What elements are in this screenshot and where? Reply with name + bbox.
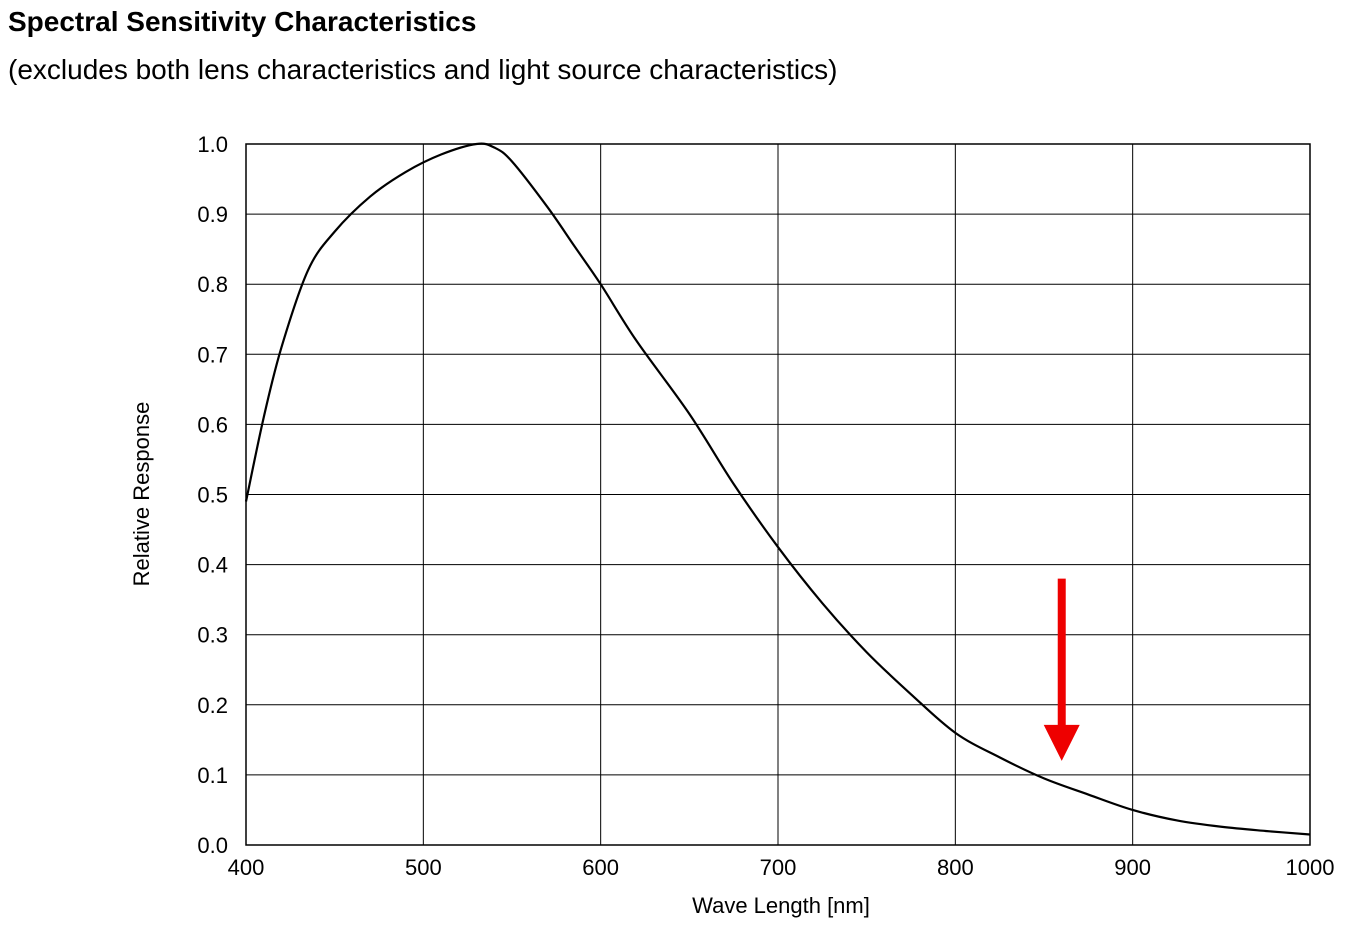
y-axis-label: Relative Response	[129, 402, 154, 587]
y-tick-label: 0.3	[197, 623, 228, 648]
response-curve	[244, 142, 1311, 836]
x-tick-label: 700	[760, 855, 797, 880]
arrow-head	[1043, 724, 1080, 761]
x-tick-label: 900	[1114, 855, 1151, 880]
x-tick-label: 400	[228, 855, 265, 880]
x-tick-label: 1000	[1286, 855, 1335, 880]
y-tick-label: 0.2	[197, 693, 228, 718]
red-arrow-annotation	[1043, 578, 1080, 761]
y-tick-label: 0.1	[197, 763, 228, 788]
x-tick-label: 800	[937, 855, 974, 880]
y-tick-label: 0.6	[197, 412, 228, 437]
y-axis-ticks: 0.0 0.1 0.2 0.3 0.4 0.5 0.6 0.7 0.8 0.9 1.0	[197, 132, 228, 858]
y-tick-label: 0.5	[197, 483, 228, 508]
page-subtitle: (excludes both lens characteristics and …	[8, 54, 838, 85]
x-tick-label: 500	[405, 855, 442, 880]
y-tick-label: 0.9	[197, 202, 228, 227]
plot-frame	[245, 143, 1311, 846]
grid-lines	[246, 144, 1310, 845]
y-tick-label: 0.4	[197, 553, 228, 578]
y-tick-label: 0.7	[197, 342, 228, 367]
x-axis-ticks: 400 500 600 700 800 900 1000	[228, 855, 1335, 880]
y-tick-label: 0.0	[197, 833, 228, 858]
x-axis-label: Wave Length [nm]	[692, 893, 870, 918]
x-tick-label: 600	[582, 855, 619, 880]
y-tick-label: 0.8	[197, 272, 228, 297]
y-tick-label: 1.0	[197, 132, 228, 157]
page-title: Spectral Sensitivity Characteristics	[8, 6, 477, 37]
annotations	[1043, 578, 1080, 761]
